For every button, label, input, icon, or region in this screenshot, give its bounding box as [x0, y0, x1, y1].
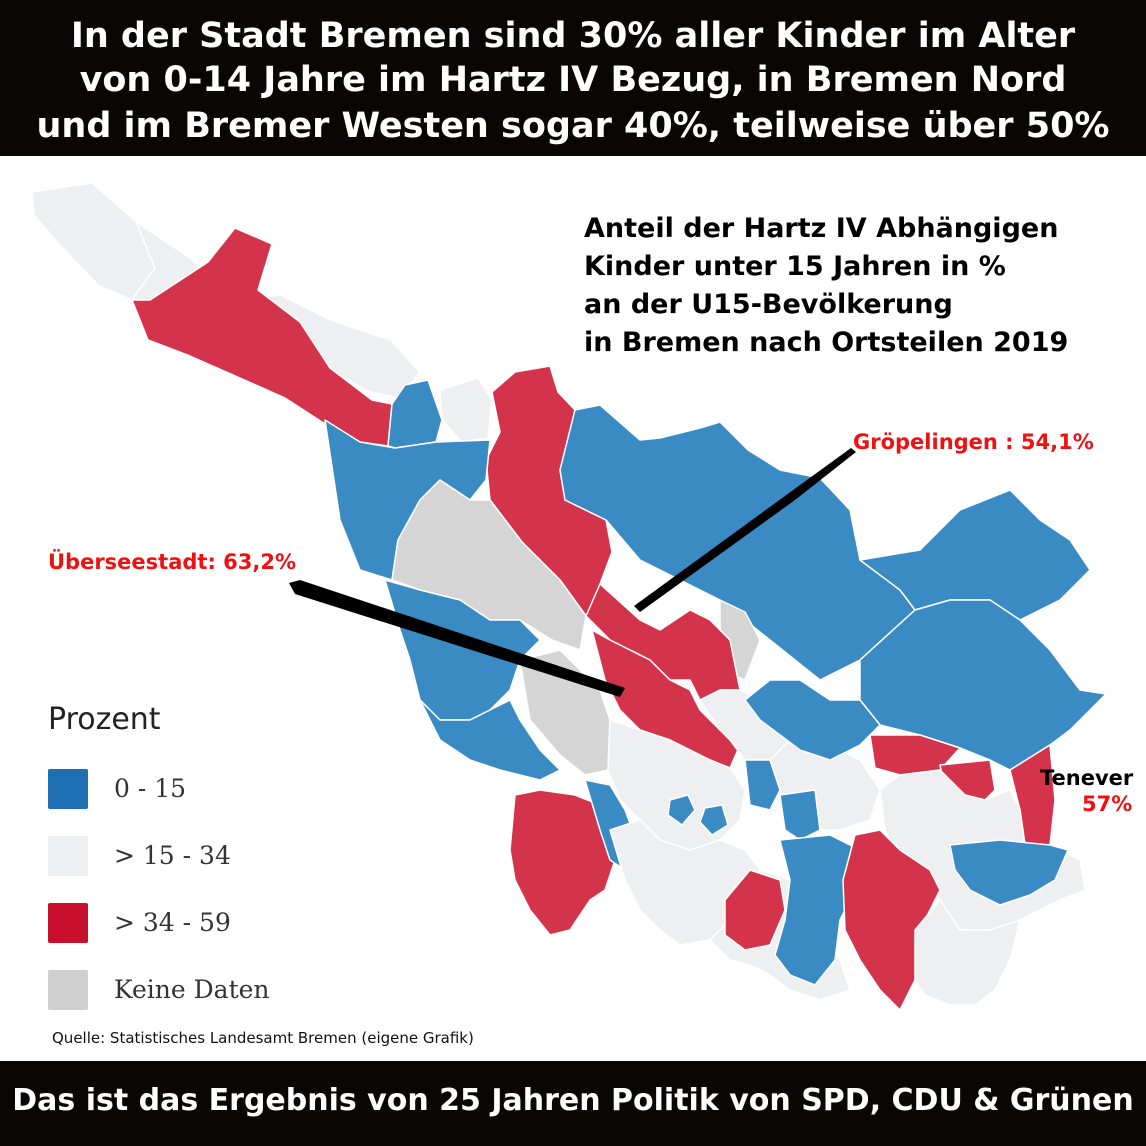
map-title-line-2: Kinder unter 15 Jahren in %	[584, 251, 1006, 282]
map-title: Anteil der Hartz IV Abhängigen Kinder un…	[584, 210, 1068, 362]
legend-swatch	[48, 969, 88, 1010]
map-title-line-3: an der U15-Bevölkerung	[584, 289, 953, 320]
legend-swatch	[48, 835, 88, 876]
district-blumenthal	[31, 182, 156, 301]
legend-label: > 15 - 34	[114, 841, 231, 870]
callout-tenever-value: 57%	[1082, 792, 1133, 816]
bremen-district-map	[31, 182, 1107, 1011]
source-note: Quelle: Statistisches Landesamt Bremen (…	[52, 1029, 474, 1047]
map-legend: Prozent 0 - 15 > 15 - 34 > 34 - 59 Keine…	[48, 702, 348, 1023]
legend-title: Prozent	[48, 702, 161, 737]
footer-banner: Das ist das Ergebnis von 25 Jahren Polit…	[0, 1061, 1146, 1146]
callout-tenever-name: Tenever	[1040, 766, 1134, 790]
district-gartenstadt	[699, 804, 729, 836]
legend-label: > 34 - 59	[114, 908, 231, 937]
legend-item: 0 - 15	[48, 755, 348, 822]
district-seehausen	[384, 579, 541, 721]
callout-ueberseestadt: Überseestadt: 63,2%	[48, 550, 297, 574]
legend-label: 0 - 15	[114, 774, 187, 803]
district-habenhausen	[914, 899, 1021, 1006]
legend-label: Keine Daten	[114, 975, 270, 1004]
headline-line-1: In der Stadt Bremen sind 30% aller Kinde…	[70, 16, 1076, 56]
map-title-line-4: in Bremen nach Ortsteilen 2019	[584, 327, 1069, 358]
district-vegesack	[131, 227, 393, 447]
legend-swatch	[48, 902, 88, 943]
district-strom	[419, 699, 561, 781]
district-huchting	[509, 789, 616, 936]
district-arsten-east	[949, 839, 1069, 906]
map-title-line-1: Anteil der Hartz IV Abhängigen	[584, 213, 1059, 244]
headline-banner: In der Stadt Bremen sind 30% aller Kinde…	[0, 0, 1146, 156]
headline-line-2: von 0-14 Jahre im Hartz IV Bezug, in Bre…	[79, 60, 1067, 100]
footer-text: Das ist das Ergebnis von 25 Jahren Polit…	[12, 1083, 1134, 1118]
callout-groepelingen: Gröpelingen : 54,1%	[853, 430, 1094, 454]
district-kattenturm	[724, 869, 786, 951]
legend-item: > 15 - 34	[48, 822, 348, 889]
headline-line-3: und im Bremer Westen sogar 40%, teilweis…	[36, 106, 1110, 146]
callout-pointer-groepelingen	[634, 448, 856, 612]
legend-item: Keine Daten	[48, 956, 348, 1023]
district-peterswerder	[779, 789, 821, 841]
callout-pointer-ueberseestadt	[289, 580, 625, 697]
district-burglesum	[439, 377, 493, 443]
legend-swatch	[48, 768, 88, 809]
district-gete	[667, 794, 696, 826]
legend-item: > 34 - 59	[48, 889, 348, 956]
district-hastedt	[744, 759, 781, 811]
